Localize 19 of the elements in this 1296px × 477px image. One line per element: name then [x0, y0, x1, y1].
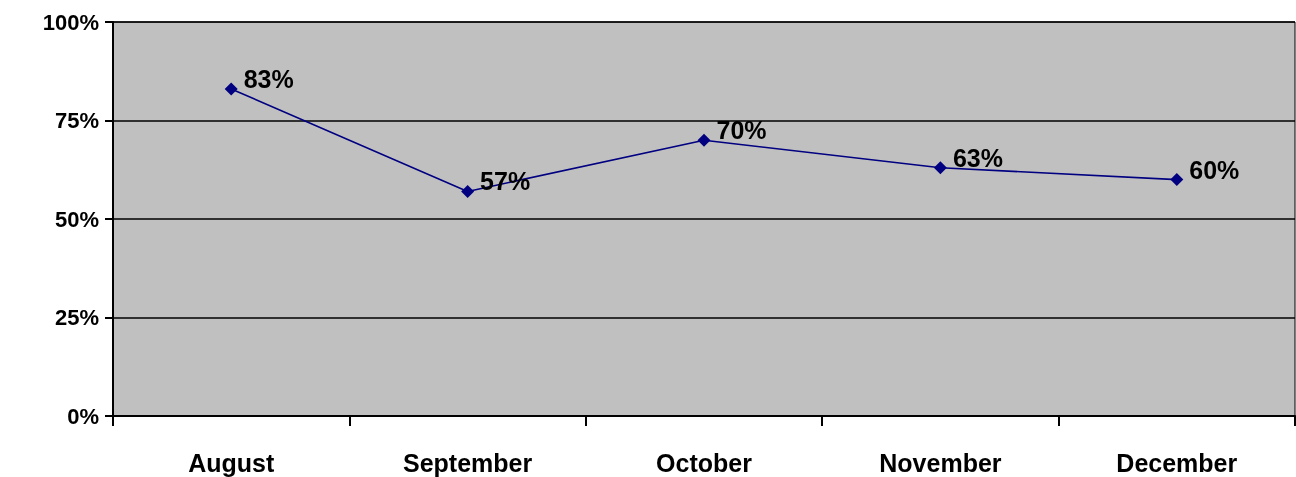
y-tick-label: 75% [54, 108, 99, 133]
x-tick-label: November [879, 448, 1002, 477]
point [933, 161, 947, 175]
x-tick-label: October [656, 448, 753, 477]
point [224, 82, 238, 96]
y-tick-label: 0% [67, 403, 99, 429]
x-tick-label: December [1116, 448, 1238, 477]
point [1170, 173, 1184, 187]
point [461, 184, 475, 198]
point [697, 133, 711, 147]
data-label: 83% [243, 64, 294, 93]
y-tick-label: 100% [42, 9, 99, 35]
data-label: 60% [1189, 155, 1240, 184]
y-tick-label: 50% [54, 206, 99, 232]
data-label: 63% [952, 143, 1003, 172]
y-tick-label: 25% [54, 305, 99, 330]
data-label: 70% [716, 116, 767, 145]
x-tick-label: September [402, 448, 533, 477]
x-tick-label: August [188, 448, 275, 477]
